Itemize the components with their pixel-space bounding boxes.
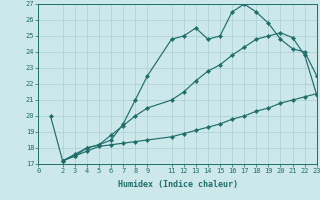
X-axis label: Humidex (Indice chaleur): Humidex (Indice chaleur) [118,180,238,189]
